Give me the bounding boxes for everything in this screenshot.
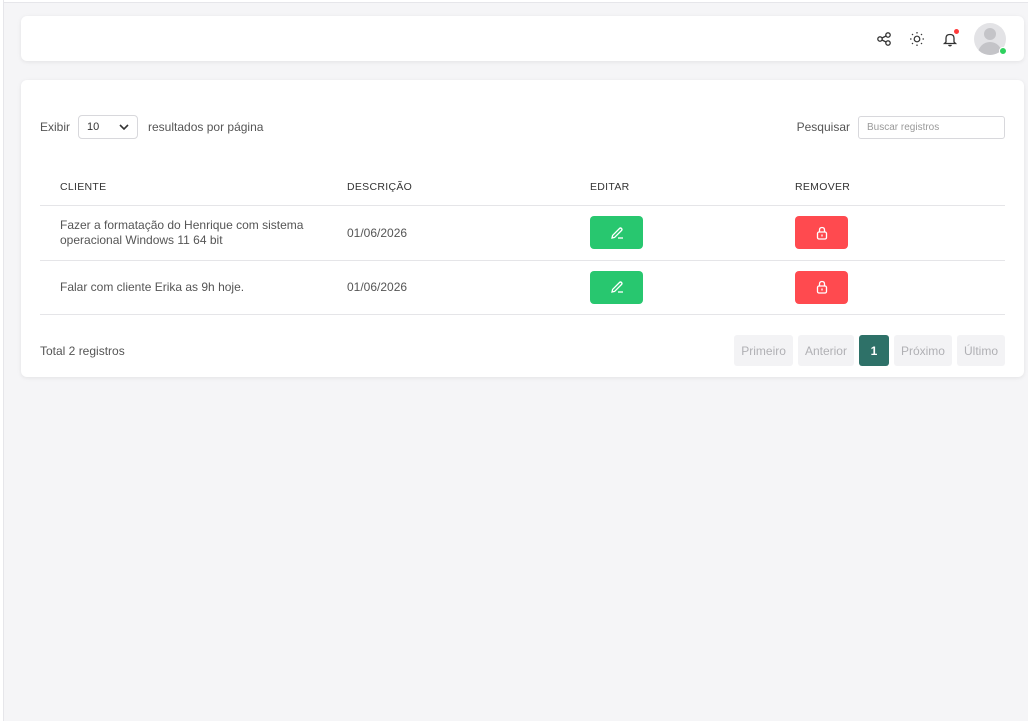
remove-button[interactable]	[795, 270, 848, 304]
window-top-edge	[0, 0, 1028, 3]
cell-cliente: Falar com cliente Erika as 9h hoje.	[60, 279, 245, 294]
search-label: Pesquisar	[796, 120, 850, 134]
remove-button[interactable]	[795, 216, 848, 249]
records-table: CLIENTE DESCRIÇÃO EDITAR REMOVER Fazer a…	[40, 169, 1005, 315]
search-input[interactable]	[858, 115, 1005, 139]
cell-cliente: Fazer a formatação do Henrique com siste…	[60, 217, 304, 247]
window-left-edge	[0, 0, 4, 721]
lock-icon	[816, 280, 827, 294]
online-status-dot	[999, 46, 1007, 55]
header-editar: EDITAR	[590, 169, 795, 206]
total-records: Total 2 registros	[40, 344, 125, 358]
pagination: Primeiro Anterior 1 Próximo Último	[729, 335, 1005, 366]
header-remover: REMOVER	[795, 169, 1005, 206]
table-footer: Total 2 registros Primeiro Anterior 1 Pr…	[40, 335, 1005, 366]
bell-icon[interactable]	[941, 28, 959, 48]
edit-button[interactable]	[590, 270, 643, 304]
sun-icon[interactable]	[908, 30, 926, 48]
page-current-button[interactable]: 1	[858, 335, 889, 366]
page-prev-button[interactable]: Anterior	[797, 335, 854, 366]
top-navbar	[21, 16, 1024, 61]
chevron-down-icon	[119, 124, 129, 130]
share-icon[interactable]	[875, 30, 893, 48]
pencil-icon	[610, 281, 623, 293]
cell-descricao: 01/06/2026	[347, 225, 408, 240]
lock-icon	[816, 226, 827, 240]
navbar-icons	[860, 22, 1007, 55]
edit-button[interactable]	[590, 216, 643, 249]
cell-descricao: 01/06/2026	[347, 280, 408, 294]
per-page-label: resultados por página	[148, 120, 264, 134]
table-row: Falar com cliente Erika as 9h hoje. 01/0…	[40, 260, 1005, 315]
page-next-button[interactable]: Próximo	[893, 335, 952, 366]
table-row: Fazer a formatação do Henrique com siste…	[40, 205, 1005, 261]
page-last-button[interactable]: Último	[956, 335, 1005, 366]
notification-dot	[954, 28, 959, 34]
page-size-select[interactable]: 10	[78, 115, 139, 139]
pencil-icon	[610, 226, 623, 239]
user-menu[interactable]	[974, 22, 1007, 55]
records-card: Exibir 10 resultados por página Pesquisa…	[21, 80, 1024, 377]
table-header-row: CLIENTE DESCRIÇÃO EDITAR REMOVER	[40, 169, 1005, 206]
table-controls: Exibir 10 resultados por página Pesquisa…	[40, 115, 1005, 139]
page-first-button[interactable]: Primeiro	[734, 335, 793, 366]
header-descricao[interactable]: DESCRIÇÃO	[347, 169, 590, 206]
show-label: Exibir	[40, 120, 71, 134]
header-cliente[interactable]: CLIENTE	[40, 169, 347, 206]
avatar[interactable]	[974, 22, 1006, 55]
page-size-value: 10	[87, 121, 100, 133]
